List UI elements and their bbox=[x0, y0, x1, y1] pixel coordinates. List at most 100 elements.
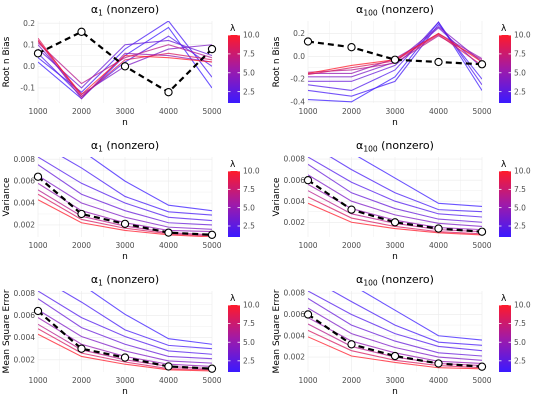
x-tick-label: 5000 bbox=[472, 376, 491, 385]
chart-title: α100 (nonzero) bbox=[356, 3, 434, 18]
y-tick-label: 0.004 bbox=[14, 199, 36, 208]
colorbar-title: λ bbox=[501, 294, 507, 304]
title-symbol: α bbox=[356, 3, 363, 16]
colorbar-tick-label: 10.0 bbox=[243, 167, 260, 176]
colorbar-tick-label: 5.0 bbox=[243, 68, 255, 77]
colorbar-title: λ bbox=[501, 160, 507, 170]
colorbar-tick-label: 2.5 bbox=[514, 356, 526, 365]
lambda-series-line bbox=[38, 42, 212, 85]
colorbar-tick-label: 10.0 bbox=[243, 31, 260, 40]
colorbar-title: λ bbox=[230, 294, 236, 304]
lambda-series-line bbox=[308, 307, 482, 361]
x-tick-label: 3000 bbox=[385, 376, 404, 385]
colorbar-gradient bbox=[499, 305, 511, 372]
x-tick-label: 2000 bbox=[342, 376, 361, 385]
y-axis-label: Variance bbox=[2, 177, 12, 216]
baseline-point bbox=[164, 228, 173, 237]
y-tick-label: -0.2 bbox=[290, 75, 305, 84]
colorbar-tick-label: 2.5 bbox=[243, 87, 255, 96]
x-tick-label: 5000 bbox=[202, 107, 221, 116]
colorbar-tick-label: 5.0 bbox=[514, 203, 526, 212]
lambda-series-line bbox=[89, 157, 212, 212]
colorbar-tick-label: 10.0 bbox=[514, 301, 531, 310]
lambda-lines bbox=[38, 291, 212, 372]
colorbar-gradient bbox=[228, 35, 240, 103]
baseline-point bbox=[434, 224, 443, 233]
x-tick-label: 4000 bbox=[429, 241, 448, 250]
baseline-point bbox=[303, 176, 313, 185]
title-symbol: α bbox=[356, 273, 363, 286]
colorbar-tick-label: 7.5 bbox=[514, 319, 526, 328]
baseline-point bbox=[347, 43, 356, 52]
y-tick-label: -0.4 bbox=[290, 97, 305, 106]
x-axis-label: n bbox=[392, 387, 398, 397]
x-tick-label: 3000 bbox=[385, 241, 404, 250]
chart-panel: 1000 2000 3000 4000 5000 0.002 0.004 0.006 0.008… bbox=[2, 273, 260, 397]
title-suffix: (nonzero) bbox=[103, 273, 159, 286]
chart-title: α100 (nonzero) bbox=[356, 273, 434, 288]
baseline-point bbox=[477, 227, 487, 236]
baseline-point bbox=[390, 351, 400, 361]
baseline-point bbox=[347, 340, 356, 349]
lambda-series-line bbox=[38, 157, 212, 222]
y-tick-label: 0.006 bbox=[14, 311, 36, 320]
x-tick-label: 1000 bbox=[28, 107, 47, 116]
title-subscript: 1 bbox=[98, 279, 103, 288]
colorbar-title: λ bbox=[230, 24, 236, 34]
colorbar-tick-label: 5.0 bbox=[514, 68, 526, 77]
baseline-point bbox=[120, 353, 130, 362]
colorbar-tick-label: 2.5 bbox=[514, 222, 526, 231]
x-tick-label: 4000 bbox=[429, 107, 448, 116]
lambda-series-line bbox=[308, 196, 482, 235]
baseline-point bbox=[77, 209, 86, 219]
lambda-series-line bbox=[361, 291, 482, 341]
lambda-series-line bbox=[308, 297, 482, 357]
title-subscript: 1 bbox=[98, 9, 103, 18]
colorbar-tick-label: 10.0 bbox=[243, 301, 260, 310]
x-tick-label: 4000 bbox=[159, 376, 178, 385]
y-tick-label: 0.002 bbox=[284, 353, 306, 362]
baseline-point bbox=[207, 44, 217, 54]
y-tick-label: 0.006 bbox=[14, 177, 36, 186]
y-tick-label: 0.2 bbox=[23, 19, 35, 28]
baseline-point bbox=[390, 218, 400, 227]
x-tick-label: 5000 bbox=[202, 241, 221, 250]
lambda-series-line bbox=[308, 174, 482, 228]
colorbar-tick-label: 10.0 bbox=[514, 31, 531, 40]
y-tick-label: 0.002 bbox=[14, 221, 36, 230]
title-suffix: (nonzero) bbox=[378, 3, 434, 16]
title-suffix: (nonzero) bbox=[378, 139, 434, 152]
colorbar-tick-label: 2.5 bbox=[514, 87, 526, 96]
colorbar-tick-label: 5.0 bbox=[243, 338, 255, 347]
x-tick-label: 1000 bbox=[298, 241, 317, 250]
lambda-lines bbox=[38, 21, 212, 100]
y-tick-label: -0.1 bbox=[20, 83, 35, 92]
x-tick-label: 1000 bbox=[28, 241, 47, 250]
y-tick-label: 0.004 bbox=[284, 197, 306, 206]
x-axis-label: n bbox=[122, 252, 128, 262]
x-tick-label: 1000 bbox=[28, 376, 47, 385]
x-tick-label: 2000 bbox=[342, 241, 361, 250]
lambda-colorbar: λ 10.0 7.5 5.0 2.5 bbox=[499, 160, 531, 237]
x-tick-label: 4000 bbox=[429, 376, 448, 385]
colorbar-gradient bbox=[499, 171, 511, 237]
colorbar-tick-label: 5.0 bbox=[243, 203, 255, 212]
title-subscript: 100 bbox=[363, 145, 378, 154]
lambda-colorbar: λ 10.0 7.5 5.0 2.5 bbox=[228, 24, 260, 103]
x-tick-label: 1000 bbox=[298, 376, 317, 385]
title-subscript: 1 bbox=[98, 145, 103, 154]
baseline-point bbox=[77, 344, 86, 353]
lambda-series-line bbox=[308, 336, 482, 370]
colorbar-tick-label: 7.5 bbox=[514, 49, 526, 58]
y-tick-label: 0.006 bbox=[284, 176, 306, 185]
colorbar-tick-label: 2.5 bbox=[243, 222, 255, 231]
lambda-series-line bbox=[329, 157, 482, 213]
y-axis-label: Mean Square Error bbox=[272, 289, 282, 373]
x-axis-label: n bbox=[122, 118, 128, 128]
baseline-point bbox=[164, 88, 173, 97]
y-tick-label: 0.2 bbox=[293, 29, 305, 38]
lambda-series-line bbox=[38, 333, 212, 372]
x-tick-label: 5000 bbox=[472, 241, 491, 250]
colorbar-gradient bbox=[228, 305, 240, 372]
